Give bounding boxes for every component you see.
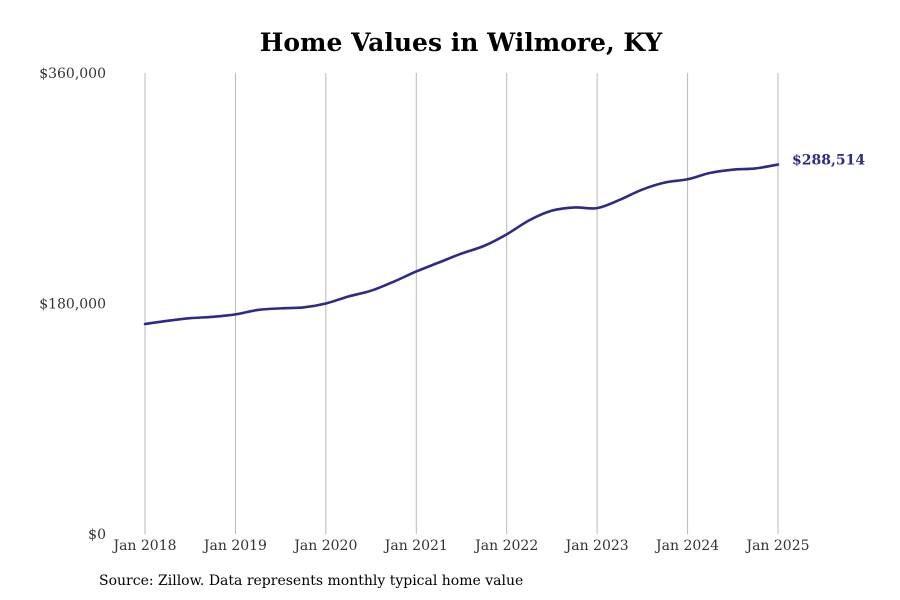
x-tick-label: Jan 2020 bbox=[292, 538, 357, 554]
end-value-label: $288,514 bbox=[792, 153, 865, 169]
source-note: Source: Zillow. Data represents monthly … bbox=[99, 573, 524, 589]
chart-title: Home Values in Wilmore, KY bbox=[259, 28, 663, 57]
x-tick-label: Jan 2018 bbox=[111, 538, 176, 554]
y-tick-label: $360,000 bbox=[39, 66, 106, 82]
y-tick-label: $0 bbox=[88, 527, 106, 543]
x-tick-label: Jan 2022 bbox=[473, 538, 538, 554]
x-tick-label: Jan 2024 bbox=[654, 538, 719, 554]
x-tick-label: Jan 2023 bbox=[564, 538, 629, 554]
y-tick-label: $180,000 bbox=[39, 297, 106, 313]
series-line bbox=[143, 163, 780, 326]
gridlines bbox=[144, 73, 779, 534]
x-axis-ticks: Jan 2018 Jan 2019 Jan 2020 Jan 2021 Jan 2022… bbox=[111, 538, 809, 554]
x-tick-label: Jan 2021 bbox=[383, 538, 448, 554]
x-tick-label: Jan 2025 bbox=[744, 538, 809, 554]
x-tick-label: Jan 2019 bbox=[202, 538, 267, 554]
y-axis-ticks: $0 $180,000 $360,000 bbox=[39, 66, 106, 543]
